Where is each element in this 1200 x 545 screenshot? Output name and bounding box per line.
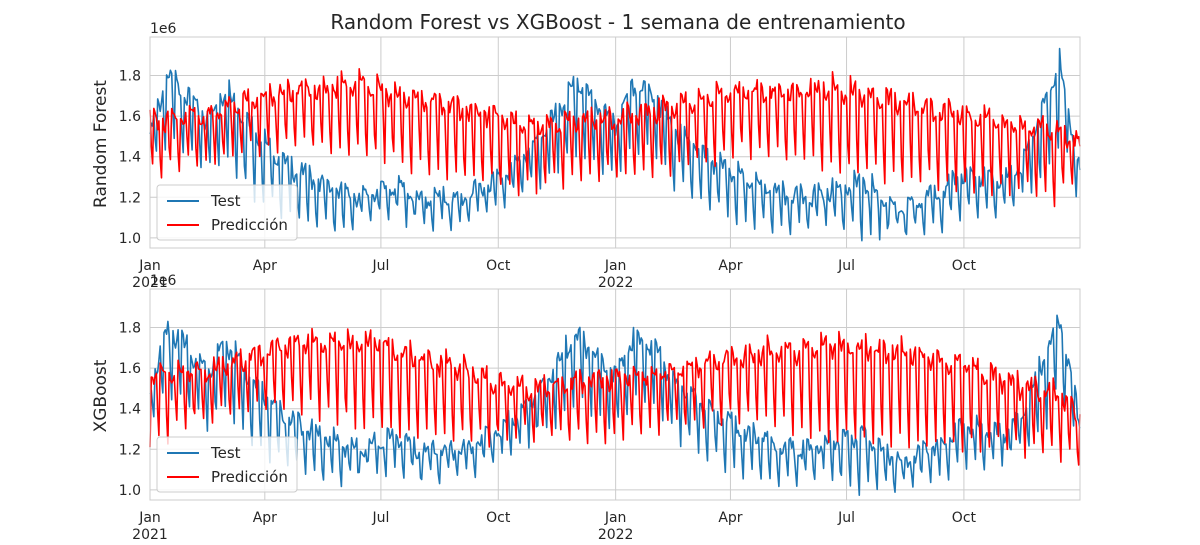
- x-tick-label: Jul: [371, 258, 389, 274]
- x-tick-label: Apr: [253, 510, 277, 526]
- x-tick-year-label: 2022: [598, 275, 634, 291]
- x-tick-year-label: 2021: [132, 275, 168, 291]
- plot-frame: [149, 288, 1081, 501]
- plot-frame: [149, 36, 1081, 249]
- x-tick-label: Jul: [371, 510, 389, 526]
- chart-title: Random Forest vs XGBoost - 1 semana de e…: [330, 10, 905, 34]
- x-tick-label: Apr: [718, 510, 742, 526]
- y-tick-label: 1.4: [119, 150, 141, 166]
- legend-label: Predicción: [211, 468, 288, 486]
- y-tick-label: 1.2: [119, 190, 141, 206]
- y-offset-label: 1e6: [150, 273, 177, 289]
- x-tick-label: Jan: [604, 510, 627, 526]
- y-offset-label: 1e6: [150, 21, 177, 37]
- x-tick-label: Oct: [952, 510, 977, 526]
- y-tick-label: 1.6: [119, 361, 141, 377]
- y-tick-label: 1.6: [119, 109, 141, 125]
- x-tick-label: Jul: [837, 258, 855, 274]
- x-tick-label: Apr: [718, 258, 742, 274]
- legend: [156, 184, 298, 241]
- x-tick-label: Jan: [138, 510, 161, 526]
- x-tick-label: Oct: [486, 258, 511, 274]
- x-tick-label: Oct: [486, 510, 511, 526]
- prediction-series-line: [149, 327, 1081, 466]
- x-tick-label: Jul: [837, 510, 855, 526]
- legend: [156, 436, 298, 493]
- random-forest-panel: Random Forest 1e6 1.01.21.41.61.8Jan2021…: [91, 21, 1081, 291]
- y-tick-label: 1.8: [119, 69, 141, 85]
- y-tick-label: 1.8: [119, 321, 141, 337]
- test-series-line: [149, 314, 1081, 497]
- x-tick-label: Jan: [604, 258, 627, 274]
- x-tick-label: Apr: [253, 258, 277, 274]
- y-axis-label: Random Forest: [91, 80, 111, 208]
- x-tick-year-label: 2022: [598, 527, 634, 543]
- x-tick-label: Jan: [138, 258, 161, 274]
- x-tick-year-label: 2021: [132, 527, 168, 543]
- x-tick-label: Oct: [952, 258, 977, 274]
- y-axis-label: XGBoost: [91, 359, 111, 432]
- prediction-series-line: [149, 68, 1081, 208]
- y-tick-label: 1.2: [119, 442, 141, 458]
- y-tick-label: 1.0: [119, 231, 141, 247]
- y-tick-label: 1.4: [119, 402, 141, 418]
- y-tick-label: 1.0: [119, 483, 141, 499]
- legend-label: Test: [210, 192, 241, 210]
- legend-label: Predicción: [211, 216, 288, 234]
- legend-label: Test: [210, 444, 241, 462]
